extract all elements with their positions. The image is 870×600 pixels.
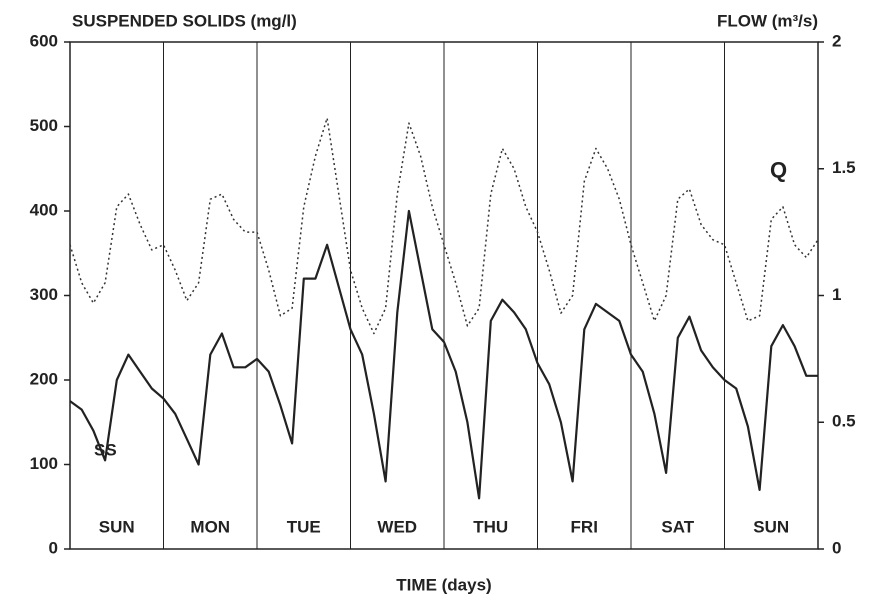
y2-tick-label: 1.5 <box>832 158 856 177</box>
y2-axis-title: FLOW (m³/s) <box>717 11 818 30</box>
y2-tick-label: 2 <box>832 31 841 50</box>
y-tick-label: 100 <box>30 454 58 473</box>
day-label: TUE <box>287 517 321 536</box>
series-label: Q <box>770 158 787 183</box>
x-axis-title: TIME (days) <box>396 575 491 594</box>
y-tick-label: 200 <box>30 369 58 388</box>
day-label: FRI <box>571 517 598 536</box>
day-label: WED <box>377 517 417 536</box>
day-label: SUN <box>753 517 789 536</box>
day-label: SUN <box>99 517 135 536</box>
y-axis-title: SUSPENDED SOLIDS (mg/l) <box>72 11 297 30</box>
y-tick-label: 0 <box>49 538 58 557</box>
y-tick-label: 600 <box>30 31 58 50</box>
y-tick-label: 500 <box>30 116 58 135</box>
y2-tick-label: 1 <box>832 285 841 304</box>
series-label: SS <box>94 441 117 460</box>
y2-tick-label: 0 <box>832 538 841 557</box>
y-tick-label: 300 <box>30 285 58 304</box>
y-tick-label: 400 <box>30 200 58 219</box>
ss-line <box>69 209 818 500</box>
flow-line <box>69 117 819 335</box>
day-label: THU <box>473 517 508 536</box>
y2-tick-label: 0.5 <box>832 412 856 431</box>
day-label: SAT <box>661 517 694 536</box>
day-label: MON <box>190 517 230 536</box>
